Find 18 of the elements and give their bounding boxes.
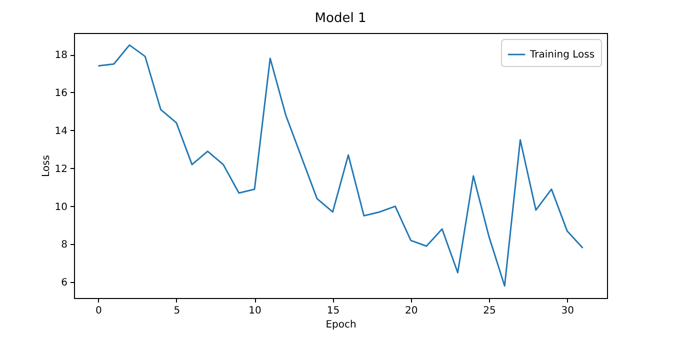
y-tick-label: 10 xyxy=(54,202,68,213)
y-tick-label: 8 xyxy=(61,240,68,251)
x-tick-label: 0 xyxy=(96,306,102,316)
x-tick-label: 10 xyxy=(248,306,262,316)
x-tick-label: 25 xyxy=(483,306,496,316)
y-axis-title: Loss xyxy=(40,155,52,177)
chart-title: Model 1 xyxy=(314,11,366,26)
x-tick-label: 5 xyxy=(174,306,180,316)
y-tick-label: 12 xyxy=(54,164,68,175)
x-tick-label: 20 xyxy=(404,306,418,316)
y-tick-label: 6 xyxy=(61,278,68,289)
x-tick-label: 30 xyxy=(561,306,574,316)
y-tick-label: 14 xyxy=(54,126,68,137)
y-tick-label: 18 xyxy=(54,50,68,62)
y-tick-label: 16 xyxy=(54,88,68,99)
x-axis-title: Epoch xyxy=(326,320,356,330)
x-tick-label: 15 xyxy=(326,306,340,316)
legend-label: Training Loss xyxy=(529,50,595,60)
